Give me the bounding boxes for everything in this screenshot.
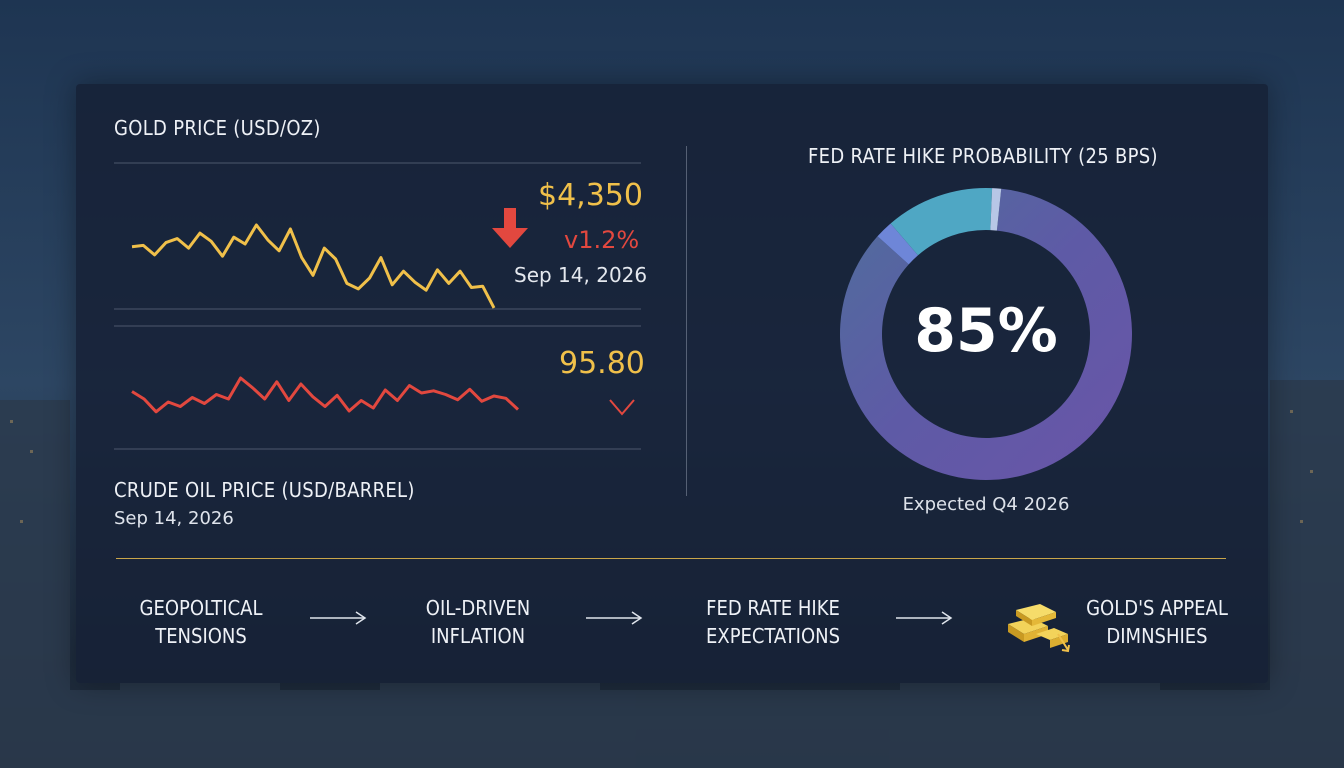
flow-step-1-line-1: GEOPOLTICAL — [139, 596, 263, 620]
gold-divider — [116, 558, 1226, 559]
fed-donut-chart — [840, 188, 1132, 480]
flow-step-3-line-2: EXPECTATIONS — [706, 624, 840, 648]
fed-probability-value: 85% — [914, 296, 1058, 366]
flow-step-4-line-2: DIMNSHIES — [1106, 624, 1208, 648]
flow-step-2-line-1: OIL-DRIVEN — [425, 596, 531, 620]
fed-caption: Expected Q4 2026 — [902, 494, 1070, 515]
gold-chart-title: GOLD PRICE (USD/OZ) — [114, 116, 321, 140]
arrow-right-icon — [896, 611, 953, 625]
flow-step-oil-inflation: OIL-DRIVEN INFLATION — [398, 594, 558, 650]
arrow-right-icon — [310, 611, 367, 625]
flow-step-1-line-2: TENSIONS — [155, 624, 247, 648]
flow-step-3-line-1: FED RATE HIKE — [706, 596, 840, 620]
flow-step-geopolitical: GEOPOLTICAL TENSIONS — [122, 594, 280, 650]
donut-slice-teal — [890, 188, 993, 256]
oil-date: Sep 14, 2026 — [114, 508, 234, 529]
fed-chart-title: FED RATE HIKE PROBABILITY (25 BPS) — [808, 144, 1158, 168]
gold-bars-icon — [1008, 604, 1070, 653]
dashboard-panel: GOLD PRICE (USD/OZ) $4,350 v1.2% Sep 14,… — [76, 84, 1268, 683]
oil-price-line — [131, 376, 520, 414]
donut-slice-thin — [990, 188, 1002, 231]
flow-step-fed-hike: FED RATE HIKE EXPECTATIONS — [676, 594, 870, 650]
flow-step-gold-appeal: GOLD'S APPEAL DIMNSHIES — [1068, 594, 1246, 650]
line-charts — [114, 162, 641, 450]
gold-price-line — [131, 223, 496, 309]
oil-chart-title: CRUDE OIL PRICE (USD/BARREL) — [114, 478, 415, 502]
donut-slice-small — [877, 223, 919, 265]
flow-step-2-line-2: INFLATION — [430, 624, 526, 648]
gold-date: Sep 14, 2026 — [514, 263, 648, 287]
gold-price-value: $4,350 — [538, 178, 643, 213]
vertical-divider — [686, 146, 687, 496]
gold-change-value: v1.2% — [564, 226, 640, 254]
flow-step-4-line-1: GOLD'S APPEAL — [1086, 596, 1228, 620]
chevron-down-icon — [609, 399, 635, 416]
oil-price-value: 95.80 — [559, 346, 645, 381]
arrow-right-icon — [586, 611, 643, 625]
down-arrow-icon — [492, 208, 528, 248]
